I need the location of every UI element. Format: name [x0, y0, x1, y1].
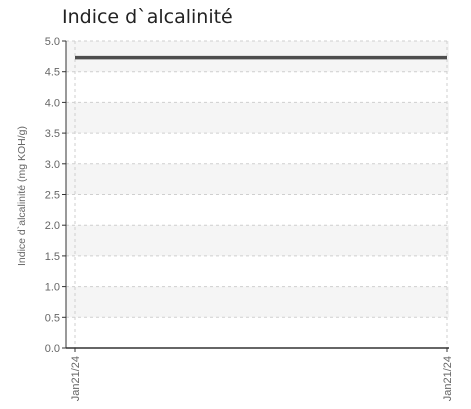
chart-title: Indice d`alcalinité [62, 6, 233, 28]
y-tick-label: 3.0 [45, 159, 60, 171]
y-tick-label: 4.0 [45, 97, 60, 109]
y-tick-label: 2.5 [45, 190, 60, 202]
x-tick-label: Jan21/24 [70, 356, 82, 401]
y-tick-label: 1.0 [45, 282, 60, 294]
x-tick-label: Jan21/24 [442, 356, 454, 401]
plot-band [66, 286, 449, 318]
x-axis-ticks: Jan21/24 Jan21/24 [70, 348, 454, 401]
grid-lines [66, 40, 449, 348]
y-tick-label: 3.5 [45, 128, 60, 140]
y-tick-label: 1.5 [45, 251, 60, 263]
y-axis-ticks: 0.0 0.5 1.0 1.5 2.0 2.5 3.0 3.5 4.0 4.5 5.0 [45, 36, 66, 355]
y-tick-label: 0.5 [45, 312, 60, 324]
plot-band [66, 225, 449, 256]
plot-band [66, 163, 449, 195]
y-tick-label: 5.0 [45, 36, 60, 48]
plot-band [66, 102, 449, 134]
y-axis-title: Indice d`alcalinité (mg KOH/g) [16, 126, 28, 266]
y-tick-label: 4.5 [45, 67, 60, 79]
y-tick-label: 2.0 [45, 220, 60, 232]
plot-bands [66, 41, 449, 318]
y-tick-label: 0.0 [45, 343, 60, 355]
